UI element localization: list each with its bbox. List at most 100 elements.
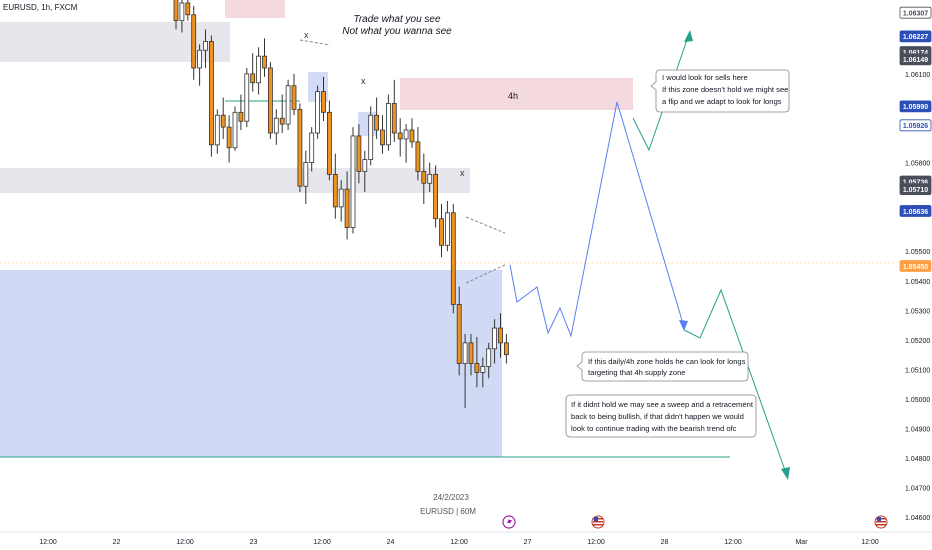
svg-text:1.06307: 1.06307 — [903, 11, 928, 18]
time-tick-label: 12:00 — [450, 539, 468, 546]
candle — [480, 357, 486, 388]
note-box-sweep[interactable]: If it didnt hold we may see a sweep and … — [565, 394, 757, 438]
candle — [332, 153, 338, 219]
candles-group — [173, 0, 509, 408]
note-1-line-2: If this zone doesn't hold we might see — [662, 85, 788, 94]
candle — [309, 127, 315, 172]
candle — [297, 103, 303, 193]
time-axis[interactable] — [0, 532, 932, 550]
price-tick-label: 1.05300 — [905, 308, 930, 315]
candle — [285, 79, 291, 131]
demand-zone-large — [0, 270, 502, 457]
svg-text:1.05636: 1.05636 — [903, 209, 928, 216]
time-tick-label: 12:00 — [724, 539, 742, 546]
svg-text:1.06227: 1.06227 — [903, 34, 928, 41]
candle — [403, 124, 409, 163]
price-tick-label: 1.05500 — [905, 249, 930, 256]
price-tick-label: 1.05200 — [905, 338, 930, 345]
svg-text:1.06149: 1.06149 — [903, 57, 928, 64]
x-marker-2: x — [361, 76, 366, 86]
candle — [385, 94, 391, 151]
arrow-green-top-head — [684, 30, 693, 42]
time-tick-label: 12:00 — [39, 539, 57, 546]
candle — [279, 94, 285, 133]
projection-path-blue — [509, 101, 685, 338]
candle — [244, 67, 250, 128]
svg-text:1.05710: 1.05710 — [903, 187, 928, 194]
price-badge: 1.05636 — [899, 205, 932, 217]
candle — [380, 115, 385, 154]
candle — [492, 319, 498, 364]
note-2-line-2: targeting that 4h supply zone — [588, 368, 686, 377]
arrow-green-bottom-head — [781, 467, 790, 480]
note-1-line-3: a flip and we adapt to look for longs — [662, 97, 782, 106]
candle — [238, 94, 244, 131]
x-marker-1: x — [304, 30, 309, 40]
candle — [391, 79, 397, 142]
price-badge: 1.05926 — [899, 119, 932, 132]
price-tick-label: 1.04800 — [905, 456, 930, 463]
time-tick-label: 27 — [524, 539, 532, 546]
candle — [173, 0, 179, 30]
svg-text:1.05450: 1.05450 — [903, 264, 928, 271]
projection-path-green-bottom — [683, 288, 788, 477]
price-tick-label: 1.04900 — [905, 427, 930, 434]
wedge-upper — [465, 216, 506, 234]
candle — [344, 171, 350, 240]
candle — [303, 150, 309, 204]
candle — [197, 44, 203, 86]
note-3-line-1: If it didnt hold we may see a sweep and … — [571, 400, 754, 409]
svg-text:1.05926: 1.05926 — [903, 123, 928, 130]
price-tick-label: 1.05800 — [905, 161, 930, 168]
candle — [397, 118, 403, 157]
candle — [456, 286, 462, 376]
price-badge: 1.05990 — [899, 100, 932, 113]
lightning-icon[interactable] — [502, 515, 516, 529]
candle — [220, 97, 226, 139]
note-box-sells[interactable]: I would look for sells here If this zone… — [650, 69, 790, 113]
note-box-longs[interactable]: If this daily/4h zone holds he can look … — [576, 351, 749, 382]
price-tick-label: 1.05000 — [905, 397, 930, 404]
price-badge: 1.06307 — [899, 6, 932, 19]
candle — [338, 180, 344, 222]
note-2-line-1: If this daily/4h zone holds he can look … — [588, 357, 746, 366]
fvg-box-2 — [358, 112, 376, 136]
zone-label-4h: 4h — [508, 91, 518, 101]
candle — [427, 162, 433, 193]
note-1-line-1: I would look for sells here — [662, 73, 748, 82]
quote-line-2: Not what you wanna see — [342, 26, 452, 37]
time-tick-label: 23 — [250, 539, 258, 546]
price-tick-label: 1.04700 — [905, 486, 930, 493]
candle — [191, 5, 197, 80]
watermark-subtitle: EURUSD | 60M — [420, 507, 476, 516]
price-tick-label: 1.06100 — [905, 72, 930, 79]
price-badge: 1.05710 — [899, 183, 932, 196]
candle — [185, 0, 191, 21]
quote-line-1: Trade what you see — [353, 14, 441, 25]
candle — [415, 127, 421, 181]
time-tick-label: 28 — [661, 539, 669, 546]
candle — [273, 109, 279, 145]
time-tick-label: Mar — [795, 539, 808, 546]
time-tick-label: 12:00 — [587, 539, 605, 546]
candle — [350, 127, 356, 234]
us-flag-icon-2[interactable] — [874, 515, 888, 529]
candle — [498, 313, 503, 358]
dashed-top-1 — [299, 39, 331, 46]
candle — [226, 115, 232, 163]
note-3-line-2: back to being bullish, if that didn't ha… — [571, 412, 744, 421]
us-flag-icon[interactable] — [591, 515, 605, 529]
candle — [250, 53, 256, 92]
candle — [486, 342, 492, 379]
price-badge: 1.06149 — [899, 53, 932, 66]
svg-text:1.05736: 1.05736 — [903, 179, 928, 186]
candle — [208, 35, 214, 157]
candle — [439, 203, 444, 258]
time-axis-ticks: 12:00 22 12:00 23 12:00 24 12:00 27 12:00 28 12:00… — [39, 539, 879, 546]
candle — [232, 106, 238, 151]
arrow-blue-head — [679, 320, 688, 331]
candle — [444, 200, 450, 252]
time-tick-label: 24 — [387, 539, 395, 546]
